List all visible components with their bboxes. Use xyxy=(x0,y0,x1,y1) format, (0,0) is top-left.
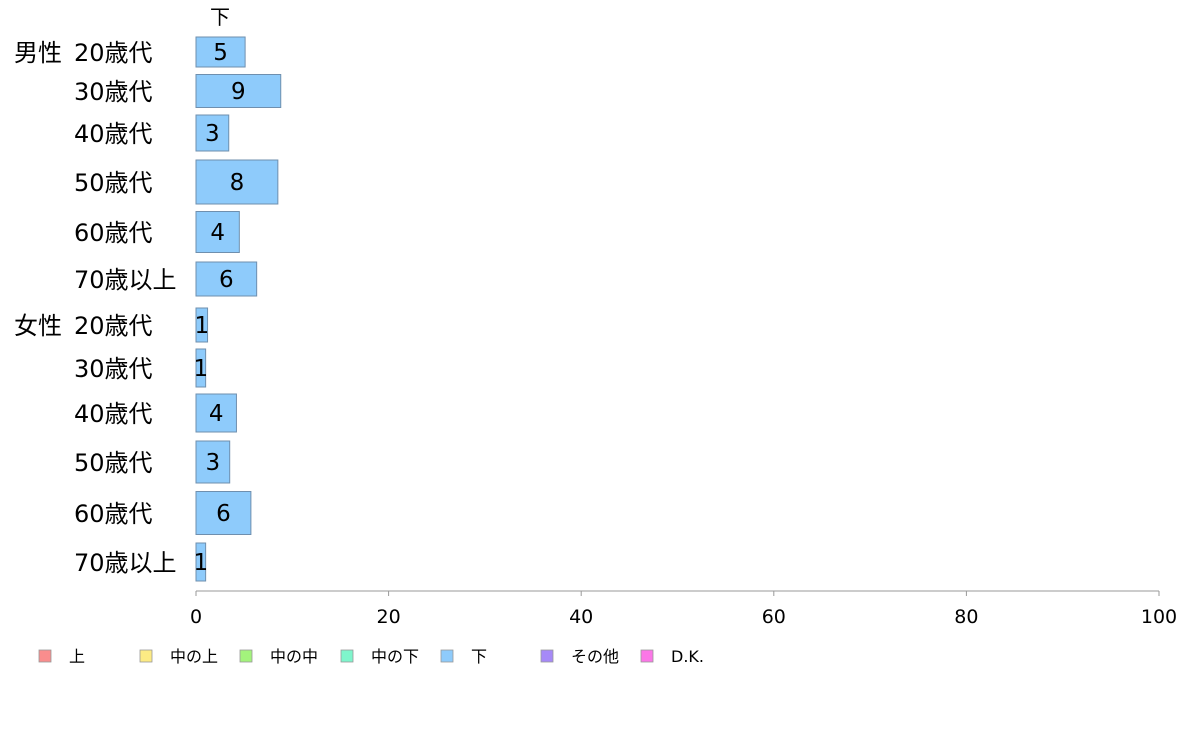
category-label: 60歳代 xyxy=(74,219,153,247)
category-label: 50歳代 xyxy=(74,449,153,477)
category-label: 50歳代 xyxy=(74,169,153,197)
category-label: 20歳代 xyxy=(74,39,153,67)
legend-swatch xyxy=(540,649,554,663)
category-label: 40歳代 xyxy=(74,120,153,148)
bar-value-label: 1 xyxy=(194,313,209,339)
category-label: 70歳以上 xyxy=(74,549,177,577)
series-header-label: 下 xyxy=(210,5,230,29)
bar xyxy=(195,393,237,433)
bar xyxy=(195,542,207,582)
legend-label: 下 xyxy=(471,647,487,666)
group-label: 男性 xyxy=(14,39,62,67)
bar-value-label: 8 xyxy=(230,170,245,196)
bar-value-label: 1 xyxy=(193,356,208,382)
legend-swatch xyxy=(239,649,253,663)
legend-label: 中の上 xyxy=(170,647,218,666)
x-tick-label: 80 xyxy=(954,606,978,628)
bar-value-label: 1 xyxy=(193,550,208,576)
category-label: 20歳代 xyxy=(74,312,153,340)
legend-swatch xyxy=(139,649,153,663)
legend-swatch xyxy=(38,649,52,663)
bar xyxy=(195,440,231,484)
bar-value-label: 3 xyxy=(206,450,221,476)
bar-value-label: 6 xyxy=(216,501,231,527)
bar xyxy=(195,36,246,68)
legend-label: 中の中 xyxy=(270,647,318,666)
bar-value-label: 6 xyxy=(219,267,234,293)
x-tick-label: 100 xyxy=(1141,606,1177,628)
bar xyxy=(195,491,252,535)
bar-value-label: 3 xyxy=(205,121,220,147)
bar xyxy=(195,74,282,108)
category-label: 40歳代 xyxy=(74,400,153,428)
bar xyxy=(195,261,258,297)
legend-swatch xyxy=(340,649,354,663)
category-label: 60歳代 xyxy=(74,500,153,528)
legend-swatch xyxy=(640,649,654,663)
legend-swatch xyxy=(440,649,454,663)
bar xyxy=(195,307,209,343)
bar-value-label: 4 xyxy=(209,401,224,427)
group-label: 女性 xyxy=(14,312,62,340)
category-label: 70歳以上 xyxy=(74,266,177,294)
bar-value-label: 5 xyxy=(213,40,228,66)
bar xyxy=(195,159,279,205)
x-tick-label: 0 xyxy=(190,606,202,628)
legend-label: D.K. xyxy=(671,647,704,666)
x-tick-label: 20 xyxy=(377,606,401,628)
bar xyxy=(195,114,230,152)
x-tick-label: 40 xyxy=(569,606,593,628)
x-tick-label: 60 xyxy=(762,606,786,628)
bar-value-label: 9 xyxy=(231,79,246,105)
category-label: 30歳代 xyxy=(74,78,153,106)
legend-label: その他 xyxy=(571,647,619,666)
bar xyxy=(195,348,207,388)
legend-label: 中の下 xyxy=(371,647,419,666)
bar-value-label: 4 xyxy=(210,220,225,246)
bar xyxy=(195,211,240,253)
legend-label: 上 xyxy=(69,647,85,666)
category-label: 30歳代 xyxy=(74,355,153,383)
